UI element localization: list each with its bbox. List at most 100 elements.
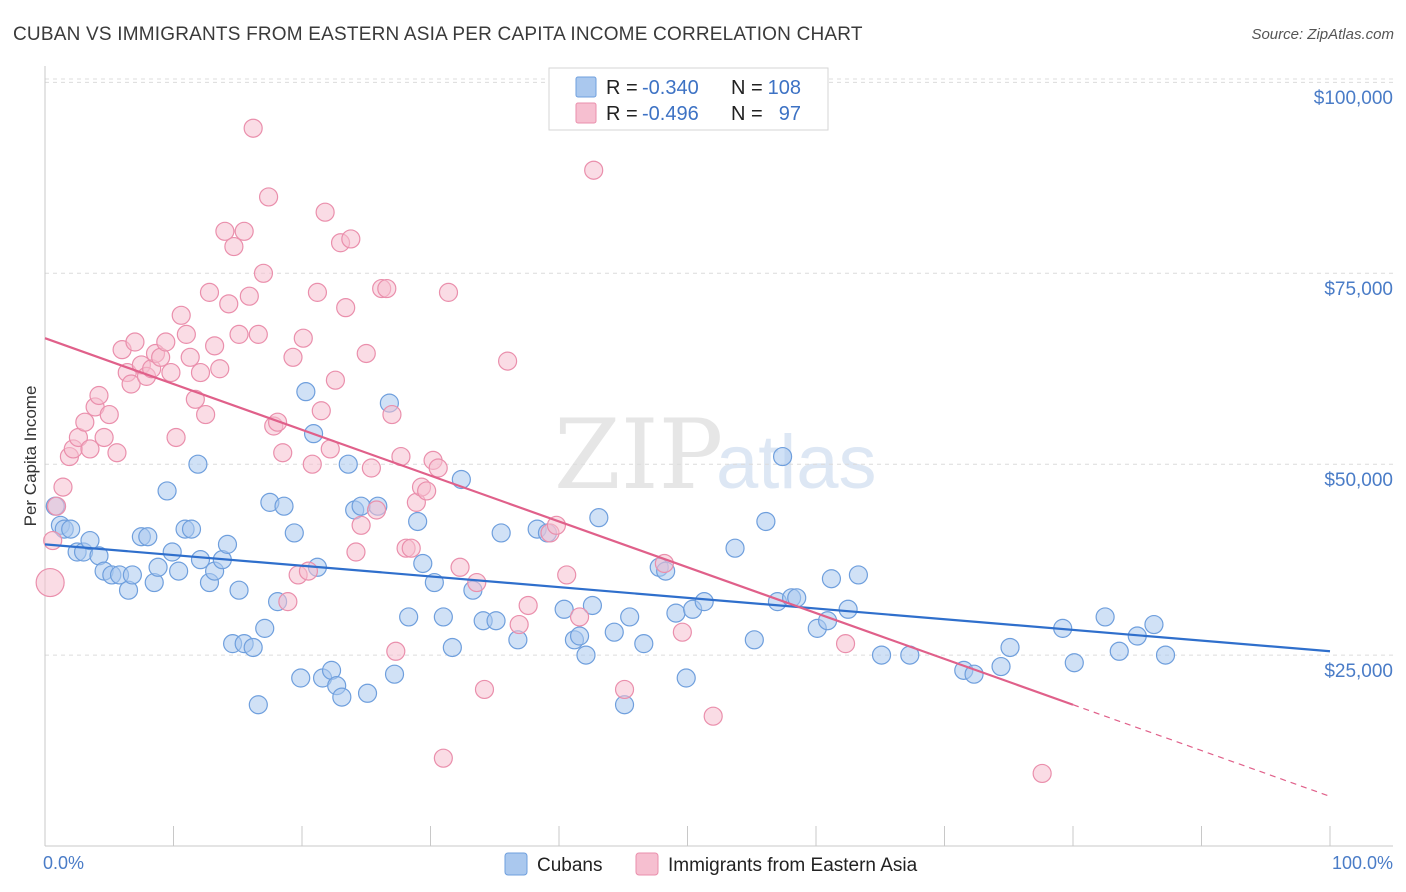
y-tick-label-75000: $75,000 bbox=[1324, 279, 1393, 300]
point-eastern-asia-95 bbox=[703, 706, 723, 726]
point-cubans-93 bbox=[838, 599, 858, 619]
point-cubans-107 bbox=[1155, 645, 1176, 665]
point-cubans-102 bbox=[1064, 653, 1084, 673]
point-cubans-32 bbox=[248, 695, 268, 715]
point-eastern-asia-85 bbox=[509, 614, 529, 635]
point-cubans-21 bbox=[181, 519, 202, 539]
point-cubans-57 bbox=[433, 607, 453, 627]
point-cubans-14 bbox=[138, 527, 158, 547]
point-cubans-71 bbox=[582, 595, 603, 616]
point-cubans-104 bbox=[1109, 641, 1129, 661]
point-cubans-6 bbox=[80, 530, 100, 551]
point-cubans-27 bbox=[217, 534, 238, 554]
point-cubans-58 bbox=[442, 637, 462, 658]
y-tick-label-25000: $25,000 bbox=[1324, 661, 1393, 682]
bottom-legend-swatch-cubans bbox=[504, 852, 528, 876]
point-eastern-asia-23 bbox=[156, 332, 176, 352]
point-eastern-asia-83 bbox=[474, 679, 495, 700]
point-eastern-asia-58 bbox=[325, 370, 346, 390]
y-tick-label-100000: $100,000 bbox=[1314, 88, 1393, 109]
axes bbox=[44, 66, 1393, 847]
point-eastern-asia-68 bbox=[377, 278, 397, 299]
point-eastern-asia-36 bbox=[219, 294, 239, 314]
point-eastern-asia-84 bbox=[498, 351, 518, 371]
trend-line-eastern-asia-extension bbox=[1072, 704, 1331, 797]
legend-r-value-cubans: -0.340 bbox=[642, 77, 699, 99]
point-cubans-31 bbox=[243, 637, 263, 658]
point-cubans-79 bbox=[666, 603, 686, 623]
chart-source: Source: ZipAtlas.com bbox=[1251, 26, 1394, 43]
point-eastern-asia-97 bbox=[1032, 763, 1052, 784]
point-eastern-asia-90 bbox=[569, 607, 590, 627]
bottom-legend: Cubans Immigrants from Eastern Asia bbox=[504, 852, 918, 876]
legend: R = -0.340 N = 108 R = -0.496 N = 97 bbox=[548, 67, 829, 131]
gridlines bbox=[45, 78, 1393, 656]
point-eastern-asia-7 bbox=[75, 412, 95, 432]
point-cubans-70 bbox=[576, 645, 596, 665]
point-cubans-95 bbox=[871, 645, 892, 665]
point-eastern-asia-33 bbox=[205, 336, 225, 356]
point-cubans-76 bbox=[634, 634, 654, 654]
point-cubans-103 bbox=[1095, 607, 1115, 627]
point-cubans-100 bbox=[1000, 637, 1020, 658]
point-eastern-asia-12 bbox=[99, 404, 119, 425]
point-cubans-53 bbox=[399, 607, 419, 627]
point-eastern-asia-69 bbox=[382, 404, 402, 425]
point-eastern-asia-38 bbox=[229, 324, 249, 344]
point-eastern-asia-28 bbox=[180, 347, 200, 367]
point-cubans-75 bbox=[620, 607, 640, 627]
point-eastern-asia-29 bbox=[185, 389, 205, 409]
legend-r-label-eastern-asia: R = bbox=[606, 103, 638, 125]
point-cubans-16 bbox=[148, 557, 168, 577]
point-cubans-38 bbox=[291, 668, 311, 688]
point-cubans-72 bbox=[589, 508, 609, 528]
point-cubans-82 bbox=[694, 592, 714, 612]
watermark-atlas: atlas bbox=[716, 420, 877, 505]
point-eastern-asia-37 bbox=[224, 236, 244, 257]
point-eastern-asia-54 bbox=[307, 282, 328, 302]
point-eastern-asia-56 bbox=[315, 202, 335, 222]
point-eastern-asia-82 bbox=[467, 572, 487, 593]
y-tick-label-50000: $50,000 bbox=[1324, 470, 1393, 491]
point-eastern-asia-70 bbox=[386, 641, 406, 661]
legend-swatch-eastern-asia bbox=[575, 102, 597, 124]
x-tick-label-min: 0.0% bbox=[43, 853, 84, 873]
point-eastern-asia-60 bbox=[336, 298, 356, 318]
point-eastern-asia-27 bbox=[176, 324, 196, 344]
point-eastern-asia-63 bbox=[351, 515, 371, 535]
point-eastern-asia-73 bbox=[401, 538, 421, 558]
point-cubans-69 bbox=[569, 626, 590, 646]
point-cubans-37 bbox=[284, 523, 304, 543]
point-eastern-asia-39 bbox=[234, 221, 254, 241]
point-eastern-asia-30 bbox=[190, 362, 211, 383]
bottom-legend-label-eastern-asia: Immigrants from Eastern Asia bbox=[668, 855, 918, 876]
point-eastern-asia-41 bbox=[243, 118, 263, 138]
point-eastern-asia-48 bbox=[278, 592, 298, 612]
point-eastern-asia-47 bbox=[273, 443, 293, 463]
point-eastern-asia-0 bbox=[35, 567, 65, 598]
point-cubans-55 bbox=[413, 553, 433, 574]
point-cubans-3 bbox=[61, 519, 81, 539]
point-cubans-73 bbox=[604, 622, 624, 642]
y-tick-labels: $100,000 $75,000 $50,000 $25,000 bbox=[1314, 88, 1393, 682]
point-eastern-asia-40 bbox=[239, 286, 259, 306]
point-cubans-84 bbox=[744, 630, 764, 650]
point-eastern-asia-65 bbox=[361, 458, 381, 478]
point-cubans-45 bbox=[332, 687, 352, 707]
trend-lines bbox=[44, 337, 1331, 797]
point-eastern-asia-86 bbox=[518, 595, 538, 616]
point-eastern-asia-25 bbox=[166, 427, 186, 448]
point-cubans-87 bbox=[772, 446, 793, 467]
watermark-zip: ZIP bbox=[554, 399, 723, 511]
point-eastern-asia-91 bbox=[584, 160, 604, 180]
point-eastern-asia-64 bbox=[356, 343, 376, 364]
legend-r-label-cubans: R = bbox=[606, 77, 638, 99]
point-eastern-asia-89 bbox=[557, 565, 577, 585]
legend-n-label-cubans: N = bbox=[731, 77, 763, 99]
series-eastern-asia bbox=[35, 118, 1052, 784]
trend-line-eastern-asia bbox=[44, 337, 1074, 706]
point-eastern-asia-31 bbox=[196, 404, 216, 425]
point-cubans-29 bbox=[229, 580, 249, 600]
x-tick-label-max: 100.0% bbox=[1332, 853, 1393, 873]
point-eastern-asia-96 bbox=[835, 634, 856, 654]
